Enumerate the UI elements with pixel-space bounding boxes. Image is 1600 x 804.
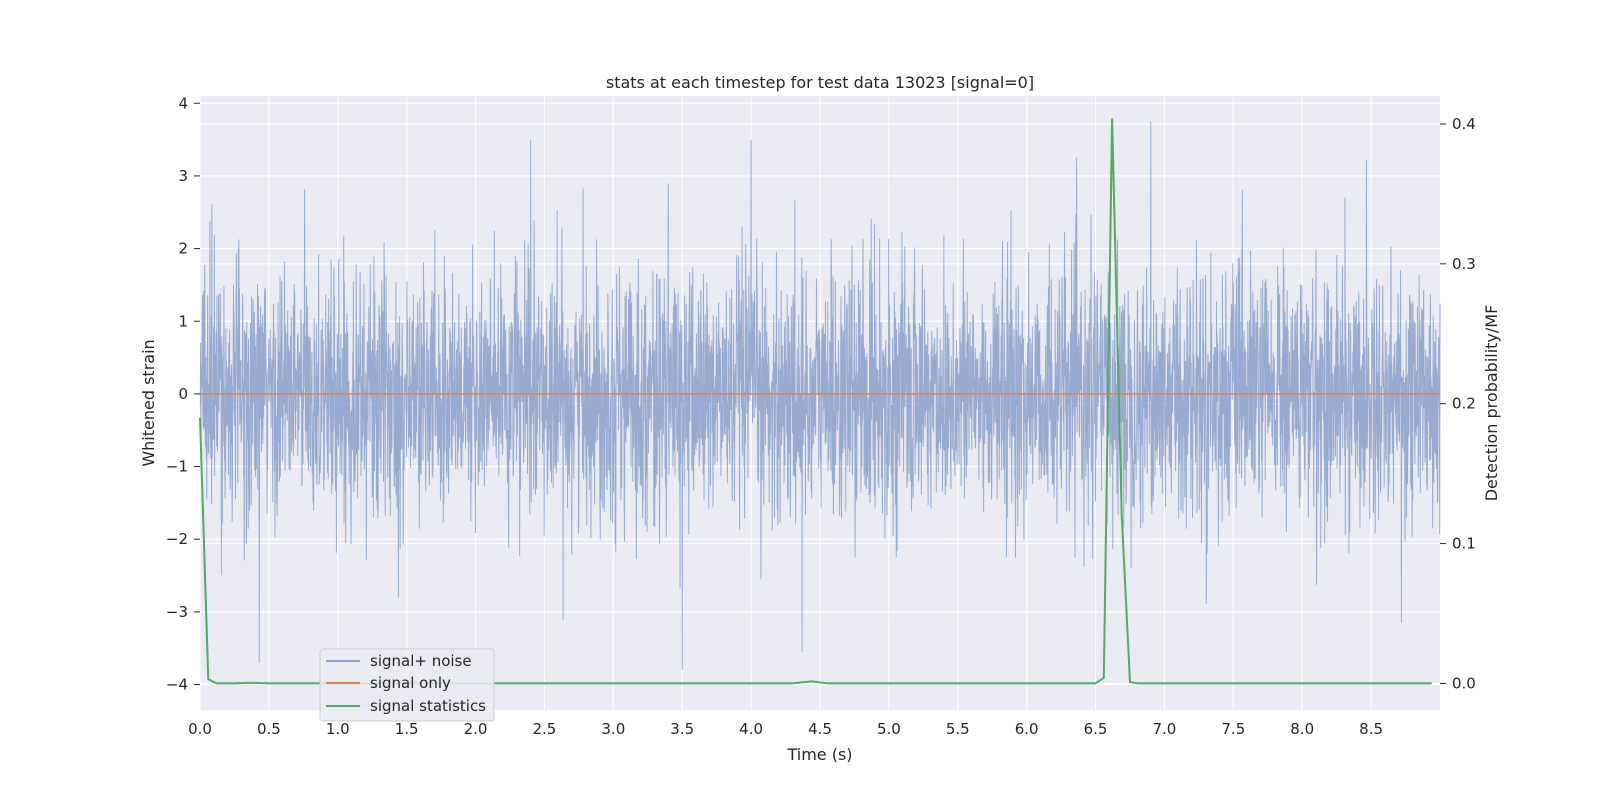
y-tick-label: −3	[166, 603, 188, 621]
x-tick-label: 8.0	[1290, 720, 1314, 738]
y2-axis-label: Detection probability/MF	[1482, 305, 1501, 502]
legend-label-stats: signal statistics	[370, 697, 486, 715]
y-tick-label: 3	[178, 167, 188, 185]
y2-tick-label: 0.1	[1452, 535, 1476, 553]
y-axis-ticks: −4 −3 −2 −1 0 1 2 3 4	[166, 94, 200, 694]
x-tick-label: 1.0	[326, 720, 350, 738]
x-tick-label: 6.5	[1084, 720, 1108, 738]
x-tick-label: 4.0	[739, 720, 763, 738]
y-tick-label: −4	[166, 676, 188, 694]
y-tick-label: 1	[178, 312, 188, 330]
y-tick-label: 4	[178, 94, 188, 112]
y-tick-label: 0	[178, 385, 188, 403]
signal-noise-line	[199, 121, 1441, 671]
y2-tick-label: 0.4	[1452, 115, 1476, 133]
x-tick-label: 7.5	[1221, 720, 1245, 738]
y-tick-label: −2	[166, 530, 188, 548]
y-tick-label: −1	[166, 458, 188, 476]
x-tick-label: 0.5	[257, 720, 281, 738]
y-tick-label: 2	[178, 240, 188, 258]
legend-label-signal: signal only	[370, 674, 451, 692]
x-tick-label: 6.0	[1015, 720, 1039, 738]
x-tick-label: 2.0	[464, 720, 488, 738]
x-tick-label: 3.0	[601, 720, 625, 738]
y2-axis-ticks: 0.0 0.1 0.2 0.3 0.4	[1440, 115, 1476, 692]
y2-tick-label: 0.3	[1452, 255, 1476, 273]
x-tick-label: 3.5	[670, 720, 694, 738]
signal-statistics-line	[199, 118, 1432, 685]
x-axis-ticks: 0.0 0.5 1.0 1.5 2.0 2.5 3.0 3.5 4.0 4.5 5.0 5.5 6.0 6…	[188, 720, 1383, 738]
y2-tick-label: 0.0	[1452, 674, 1476, 692]
x-tick-label: 2.5	[533, 720, 557, 738]
x-tick-label: 0.0	[188, 720, 212, 738]
legend-label-noise: signal+ noise	[370, 652, 472, 670]
y2-tick-label: 0.2	[1452, 395, 1476, 413]
x-tick-label: 5.0	[877, 720, 901, 738]
x-tick-label: 4.5	[808, 720, 832, 738]
x-tick-label: 5.5	[946, 720, 970, 738]
x-tick-label: 1.5	[395, 720, 419, 738]
chart-title: stats at each timestep for test data 130…	[606, 73, 1034, 92]
x-axis-label: Time (s)	[786, 745, 852, 764]
series-signal-statistics	[199, 118, 1432, 685]
y-axis-label: Whitened strain	[139, 339, 158, 466]
legend: signal+ noise signal only signal statist…	[319, 648, 495, 722]
x-tick-label: 7.0	[1153, 720, 1177, 738]
series-signal-noise	[199, 121, 1441, 671]
legend-box	[319, 648, 495, 722]
x-tick-label: 8.5	[1359, 720, 1383, 738]
